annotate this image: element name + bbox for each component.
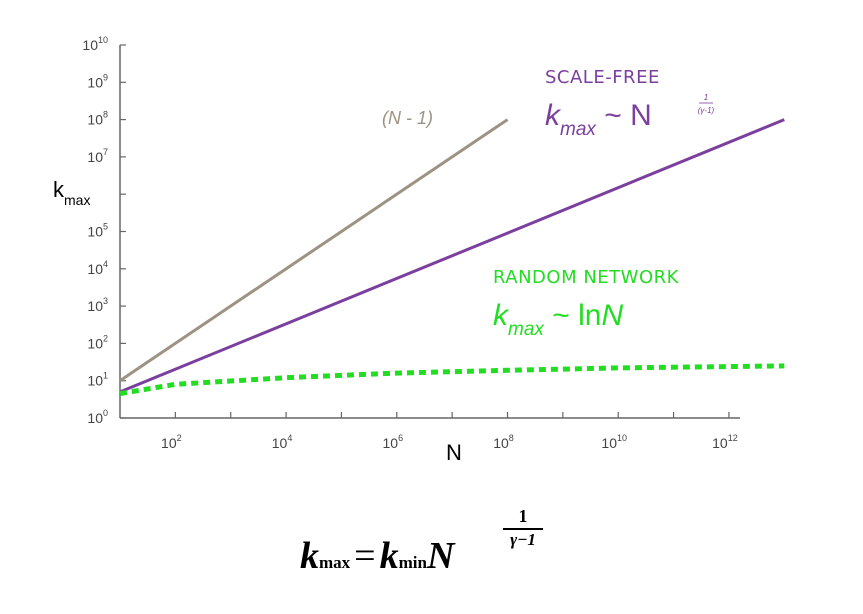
scalefree-formula-tilde: ~ N xyxy=(596,99,652,132)
formula-exponent: 1 γ−1 xyxy=(503,506,543,550)
series-line-scalefree xyxy=(119,118,785,394)
y-tick-label: 101 xyxy=(87,371,108,389)
y-tick-label: 105 xyxy=(87,222,108,240)
formula-sub-max: max xyxy=(319,553,351,572)
y-tick-label: 103 xyxy=(87,296,108,314)
formula-exp-num: 1 xyxy=(503,506,543,530)
x-tick-label: 104 xyxy=(272,433,293,451)
formula-exp-den: γ−1 xyxy=(510,530,536,549)
linear-label: (N - 1) xyxy=(382,108,433,128)
y-axis-title-sub: max xyxy=(64,192,90,208)
x-tick-label: 106 xyxy=(382,433,403,451)
formula-N: N xyxy=(426,535,455,577)
scalefree-formula-sub: max xyxy=(560,119,597,140)
series-line-random xyxy=(119,363,785,397)
y-tick-label: 108 xyxy=(87,110,108,128)
x-ticks: 102 104 106 108 1010 1012 xyxy=(161,412,738,451)
formula-main: kmax = kminN xyxy=(300,535,455,577)
formula-equals: = xyxy=(354,535,376,577)
series-line-linear xyxy=(119,118,509,382)
y-tick-label: 104 xyxy=(87,259,108,277)
random-title: RANDOM NETWORK xyxy=(493,267,680,288)
scalefree-title: SCALE-FREE xyxy=(545,67,660,88)
y-tick-label: 107 xyxy=(87,147,108,165)
scalefree-exponent: 1 (γ-1) xyxy=(698,93,715,115)
kmax-formula: kmax = kminN 1 γ−1 xyxy=(300,500,600,580)
scalefree-exp-num: 1 xyxy=(704,93,708,102)
y-tick-label: 100 xyxy=(87,408,108,426)
y-tick-label: 1010 xyxy=(82,35,108,53)
random-formula: kmax ~ lnN xyxy=(493,299,623,340)
x-tick-label: 1010 xyxy=(601,433,627,451)
y-ticks: 1010 109 108 107 105 104 103 102 101 100 xyxy=(82,35,126,426)
x-tick-label: 102 xyxy=(161,433,182,451)
y-tick-label: 102 xyxy=(87,333,108,351)
random-formula-tilde: ~ ln xyxy=(544,299,602,332)
x-tick-label: 1012 xyxy=(712,433,738,451)
scalefree-exp-den: (γ-1) xyxy=(698,106,715,115)
y-axis-title: kmax xyxy=(53,177,90,208)
y-tick-label: 109 xyxy=(87,72,108,90)
scalefree-formula: kmax ~ N xyxy=(545,99,652,140)
formula-sub-min: min xyxy=(398,553,427,572)
random-formula-N: N xyxy=(601,299,623,332)
x-axis-title: N xyxy=(446,440,462,465)
x-tick-label: 108 xyxy=(493,433,514,451)
random-formula-sub: max xyxy=(508,319,545,340)
series-layer xyxy=(119,118,785,397)
